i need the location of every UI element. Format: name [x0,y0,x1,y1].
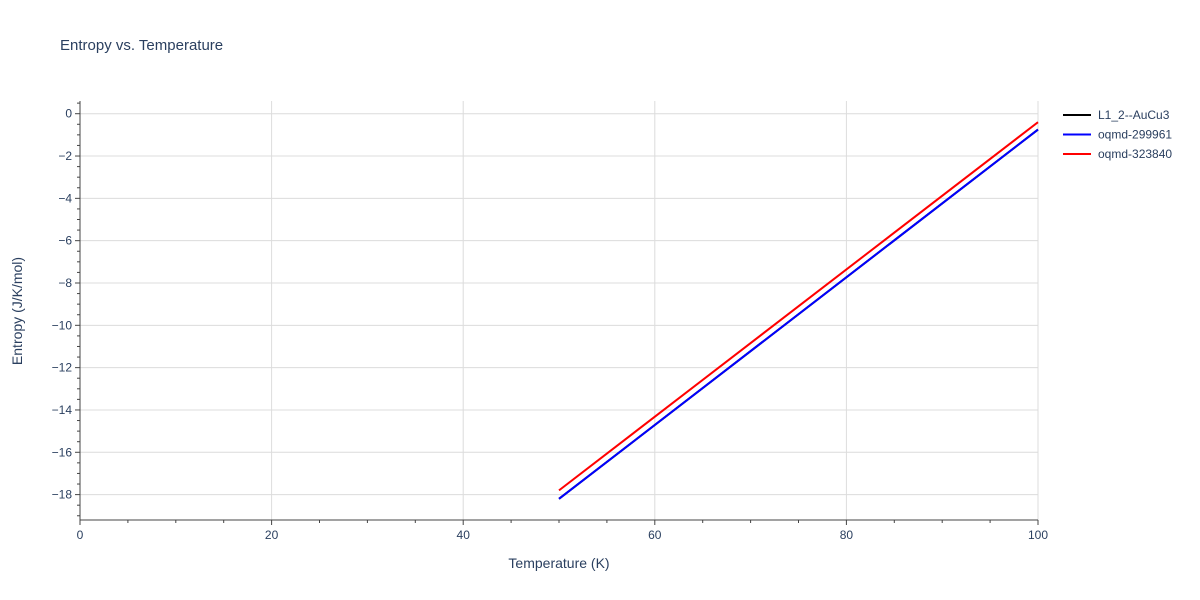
x-axis-title: Temperature (K) [508,555,609,571]
x-tick-label: 60 [648,528,662,542]
y-tick-label: −10 [52,318,73,332]
y-tick-label: 0 [65,107,72,121]
y-tick-label: −12 [52,361,73,375]
legend-label-oqmd-323840: oqmd-323840 [1098,147,1172,161]
y-tick-label: −14 [52,403,73,417]
x-tick-label: 40 [457,528,471,542]
y-tick-label: −6 [58,234,72,248]
legend-label-oqmd-299961: oqmd-299961 [1098,128,1172,142]
legend: L1_2--AuCu3 oqmd-299961 oqmd-323840 [1063,108,1172,161]
x-tick-label: 20 [265,528,279,542]
y-tick-label: −18 [52,488,73,502]
chart-title: Entropy vs. Temperature [60,37,223,54]
x-tick-label: 100 [1028,528,1048,542]
x-tick-label: 0 [77,528,84,542]
x-tick-label: 80 [840,528,854,542]
grid [80,101,1039,520]
y-tick-label: −2 [58,149,72,163]
axes: 0 20 40 60 80 100 0 −2 −4 −6 −8 −10 −12 −14 −16 −18 [52,101,1048,542]
plot-series [558,121,1039,500]
y-tick-label: −4 [58,191,72,205]
series-line-oqmd-299961 [558,128,1039,500]
y-axis-title: Entropy (J/K/mol) [9,257,25,365]
series-line-oqmd-323840 [558,121,1039,492]
y-tick-label: −16 [52,445,73,459]
y-tick-label: −8 [58,276,72,290]
legend-label-l1-2-aucu3: L1_2--AuCu3 [1098,108,1170,122]
